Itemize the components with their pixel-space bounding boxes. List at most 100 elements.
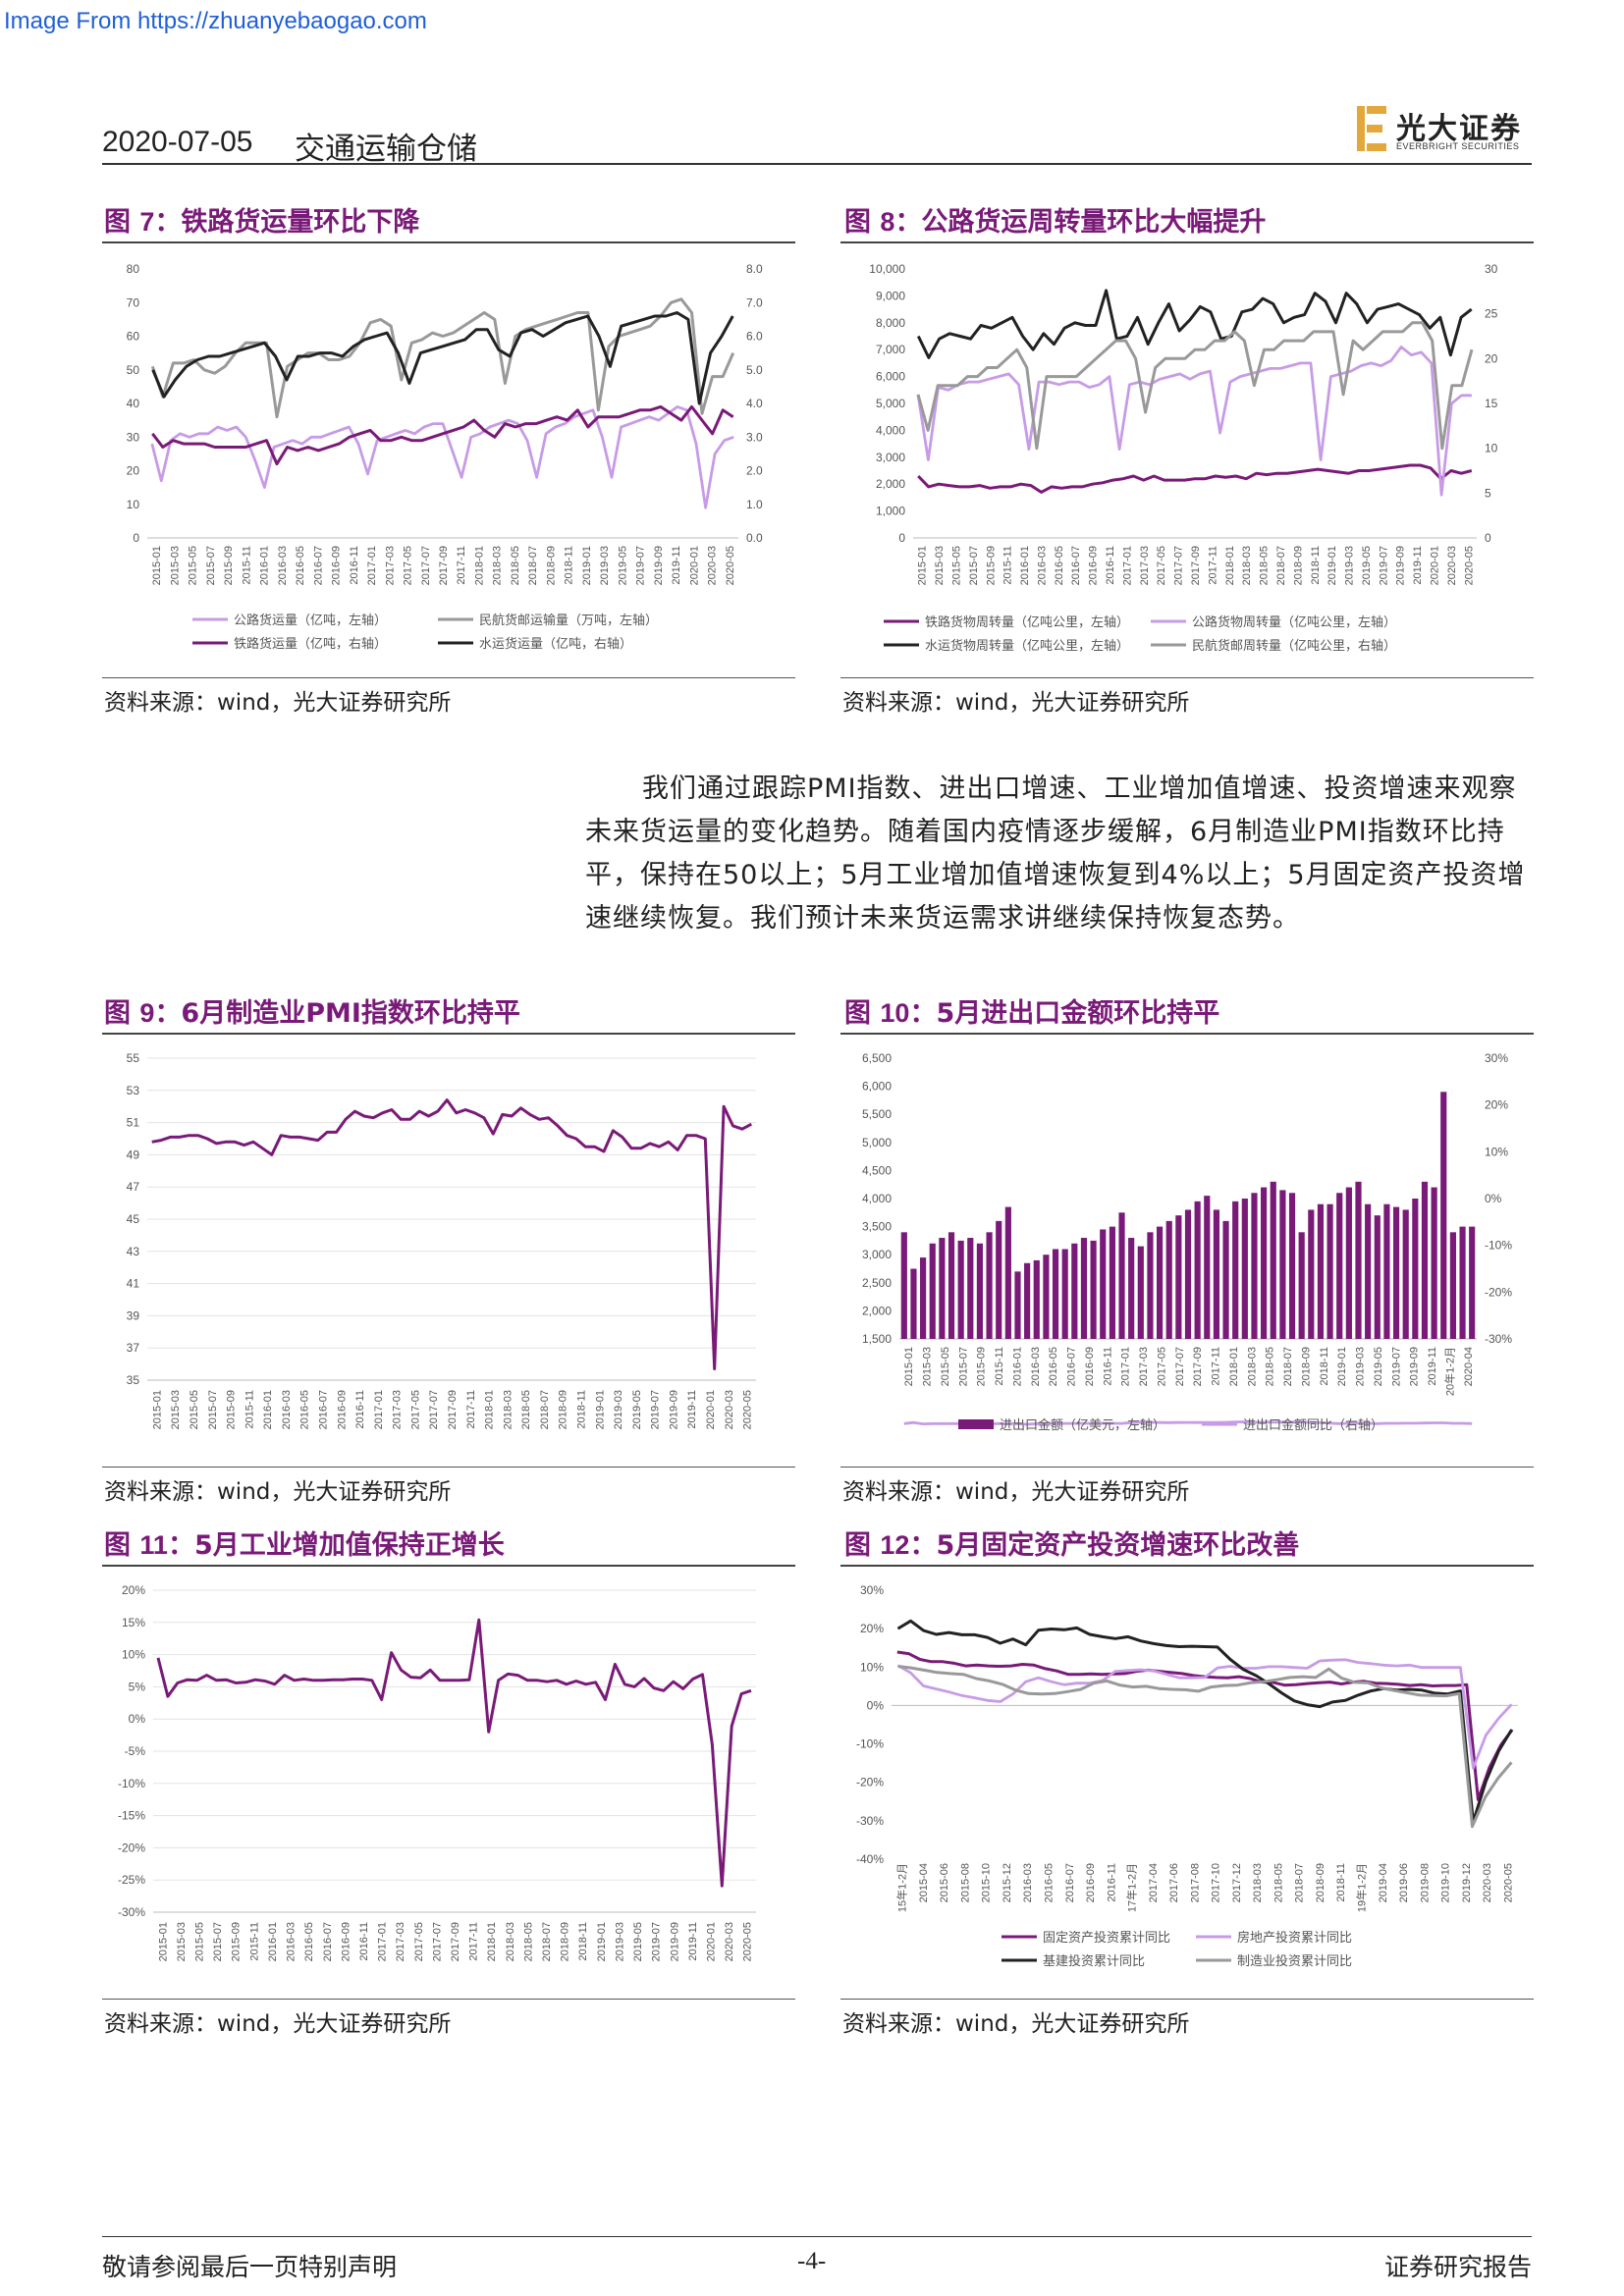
x-tick-label: 2016-11: [354, 1390, 366, 1429]
logo-en: EVERBRIGHT SECURITIES: [1396, 141, 1520, 151]
x-tick-label: 2018-03: [1252, 1863, 1264, 1902]
x-tick-label: 2017-07: [1174, 1347, 1186, 1386]
y-right-tick-label: 30: [1485, 262, 1498, 276]
y-tick-label: 30%: [860, 1583, 884, 1597]
chart-bar: [910, 1268, 917, 1339]
figure-11-title: 图 11：5月工业增加值保持正增长: [104, 1530, 505, 1561]
x-tick-label: 2020-03: [707, 546, 719, 585]
chart-bar: [1014, 1271, 1021, 1339]
x-tick-label: 2016-05: [1048, 1347, 1059, 1386]
x-tick-label: 2017-08: [1189, 1863, 1201, 1902]
chart-bar: [1024, 1262, 1031, 1339]
y-tick-label: -5%: [125, 1744, 146, 1758]
x-tick-label: 2020-01: [1430, 546, 1441, 585]
series-line-1: [903, 1420, 1473, 1426]
source-banner[interactable]: Image From https://zhuanyebaogao.com: [4, 8, 427, 34]
x-tick-label: 2016-01: [267, 1922, 279, 1961]
figure-9-bottom-rule: [102, 1467, 795, 1468]
x-tick-label: 2016-07: [1070, 546, 1082, 585]
x-tick-label: 2017-03: [392, 1390, 404, 1429]
header-category: 交通运输仓储: [295, 132, 477, 167]
x-tick-label: 2017-09: [1190, 546, 1202, 585]
chart-bar: [1402, 1209, 1409, 1339]
x-tick-label: 2016-01: [1011, 1347, 1023, 1386]
series-line-2: [896, 1619, 1513, 1824]
chart-bar: [1147, 1232, 1154, 1339]
x-tick-label: 2018-11: [1319, 1347, 1330, 1386]
x-tick-label: 2015-06: [939, 1863, 950, 1902]
x-tick-label: 20年1-2月: [1442, 1347, 1456, 1396]
y-tick-label: 39: [127, 1308, 140, 1322]
y-tick-label: -15%: [118, 1809, 145, 1823]
y-tick-label: 5%: [129, 1680, 146, 1693]
y-right-tick-label: 0%: [1485, 1192, 1502, 1205]
y-tick-label: 15%: [122, 1616, 145, 1629]
y-tick-label: 0: [133, 531, 139, 545]
x-tick-label: 2018-11: [577, 1922, 589, 1961]
x-tick-label: 2018-07: [1275, 546, 1287, 585]
x-tick-label: 2015-03: [934, 546, 946, 585]
x-tick-label: 2016-03: [286, 1922, 298, 1961]
x-tick-label: 2018-05: [520, 1390, 532, 1429]
x-tick-label: 2015-01: [151, 546, 163, 585]
x-tick-label: 2016-01: [262, 1390, 274, 1429]
chart-bar: [1156, 1226, 1164, 1339]
y-tick-label: -20%: [856, 1776, 884, 1789]
y-tick-label: 20%: [860, 1622, 884, 1635]
x-tick-label: 2016-11: [1106, 1863, 1117, 1902]
x-tick-label: 2015-11: [248, 1922, 260, 1961]
legend-label: 公路货运量（亿吨，左轴）: [234, 613, 387, 627]
x-tick-label: 2015-09: [985, 546, 997, 585]
y-tick-label: 6,000: [862, 1080, 892, 1094]
x-tick-label: 2018-05: [1265, 1347, 1276, 1386]
figure-9-top-rule: [102, 1033, 795, 1035]
x-tick-label: 2018-11: [1335, 1863, 1347, 1902]
x-tick-label: 2020-05: [725, 546, 736, 585]
header-date: 2020-07-05: [102, 126, 253, 158]
x-tick-label: 2019-10: [1440, 1863, 1452, 1902]
x-tick-label: 2016-03: [277, 546, 289, 585]
x-tick-label: 2015-07: [957, 1347, 969, 1386]
figure-8-title: 图 8：公路货运周转量环比大幅提升: [844, 207, 1267, 238]
x-tick-label: 2015-01: [157, 1922, 169, 1961]
y-right-tick-label: 6.0: [746, 330, 763, 344]
chart-bar: [986, 1232, 993, 1339]
chart-bar: [1345, 1187, 1352, 1339]
x-tick-label: 2018-03: [505, 1922, 516, 1961]
x-tick-label: 2017-05: [409, 1390, 421, 1429]
chart-bar: [1137, 1246, 1144, 1339]
series-line-2: [916, 289, 1473, 359]
y-right-tick-label: 20%: [1485, 1098, 1508, 1112]
x-tick-label: 2015-07: [212, 1922, 224, 1961]
x-tick-label: 2015-05: [940, 1347, 951, 1386]
chart-bar: [1043, 1255, 1050, 1339]
figure-12-title: 图 12：5月固定资产投资增速环比改善: [844, 1530, 1300, 1561]
x-tick-label: 2016-05: [303, 1922, 315, 1961]
x-tick-label: 2016-11: [1105, 546, 1116, 585]
x-tick-label: 2017-07: [1173, 546, 1185, 585]
x-tick-label: 2017-11: [1211, 1347, 1222, 1386]
x-tick-label: 2019-05: [631, 1390, 643, 1429]
chart-bar: [939, 1238, 946, 1339]
x-tick-label: 2016-03: [1022, 1863, 1034, 1902]
x-tick-label: 2017-11: [1207, 546, 1218, 585]
x-tick-label: 2017-07: [420, 546, 432, 585]
x-tick-label: 2019-04: [1378, 1863, 1389, 1902]
y-tick-label: 4,500: [862, 1163, 892, 1177]
x-tick-label: 2018-09: [558, 1390, 569, 1429]
chart-bar: [1118, 1212, 1125, 1339]
x-tick-label: 2017-03: [384, 546, 396, 585]
x-tick-label: 2017-06: [1168, 1863, 1180, 1902]
figure-7-chart: 80 70 60 50 40 30 20 10 0 8.0 7.0 6.0 5.0 4.0 3.0 2.0 1.…: [127, 262, 763, 651]
y-tick-label: 4,000: [862, 1192, 892, 1205]
chart-bar: [1251, 1193, 1258, 1339]
x-tick-label: 2016-09: [1088, 546, 1100, 585]
chart-bar: [1090, 1240, 1097, 1339]
x-tick-label: 2017-09: [438, 546, 450, 585]
x-tick-label: 2018-01: [1224, 546, 1236, 585]
chart-bar: [1431, 1187, 1437, 1339]
chart-bar: [1184, 1209, 1192, 1339]
logo-mark-icon: [1357, 106, 1386, 151]
x-tick-label: 2016-09: [340, 1922, 352, 1961]
x-tick-label: 2018-07: [541, 1922, 553, 1961]
